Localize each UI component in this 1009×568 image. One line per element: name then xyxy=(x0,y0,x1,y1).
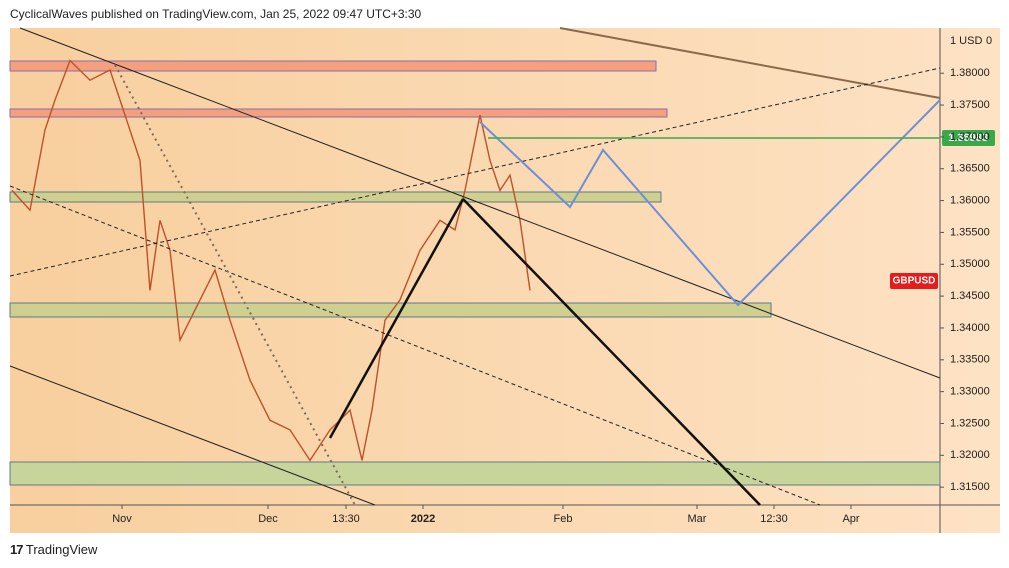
currency-label: 1 USD xyxy=(950,35,982,47)
y-tick-label: 1.33500 xyxy=(950,354,990,366)
x-tick-label: 2022 xyxy=(411,513,435,525)
brand-logo: 17 xyxy=(10,542,24,557)
y-tick-label: 1.37000 xyxy=(950,131,990,143)
symbol-label: GBPUSD xyxy=(893,276,936,287)
y-tick-label: 1.36000 xyxy=(950,194,990,206)
trend-line xyxy=(9,67,941,277)
x-tick-label: 12:30 xyxy=(760,513,788,525)
brand-name: TradingView xyxy=(25,542,98,557)
y-tick-label: 1.36500 xyxy=(950,163,990,175)
last-price-tag xyxy=(942,130,995,146)
y-tick-label: 1.32000 xyxy=(950,449,990,461)
channel-line xyxy=(9,365,376,506)
trend-line xyxy=(559,27,941,99)
y-tick-label: 1.35000 xyxy=(950,258,990,270)
x-tick-label: Mar xyxy=(688,513,707,525)
y-tick-label: 1.35500 xyxy=(950,226,990,238)
x-tick-label: Dec xyxy=(258,513,278,525)
support-zone xyxy=(9,191,662,203)
last-price-label: 1.36983 xyxy=(948,132,988,144)
projection-path xyxy=(479,99,941,307)
x-tick-label: Nov xyxy=(112,513,132,525)
brand: 17 TradingView xyxy=(10,542,97,557)
channel-line xyxy=(9,185,821,506)
plot-background xyxy=(10,28,1000,533)
x-tick-label: 13:30 xyxy=(332,513,360,525)
scale-mode: 0 xyxy=(986,35,992,47)
y-tick-label: 1.37500 xyxy=(950,99,990,111)
y-tick-label: 1.33000 xyxy=(950,386,990,398)
publish-header: CyclicalWaves published on TradingView.c… xyxy=(10,7,422,21)
y-tick-label: 1.34500 xyxy=(950,290,990,302)
support-zone xyxy=(9,302,772,318)
symbol-tag xyxy=(890,273,938,289)
x-tick-label: Apr xyxy=(842,513,859,525)
y-tick-label: 1.38000 xyxy=(950,67,990,79)
x-tick-label: Feb xyxy=(554,513,573,525)
y-tick-label: 1.31500 xyxy=(950,481,990,493)
resistance-zone xyxy=(9,60,657,72)
resistance-zone xyxy=(9,108,668,118)
price-line xyxy=(11,59,531,462)
channel-line xyxy=(19,27,941,379)
y-tick-label: 1.34000 xyxy=(950,322,990,334)
impulse-line xyxy=(462,198,761,506)
support-zone xyxy=(9,461,941,486)
y-tick-label: 1.32500 xyxy=(950,417,990,429)
impulse-line xyxy=(328,198,465,439)
